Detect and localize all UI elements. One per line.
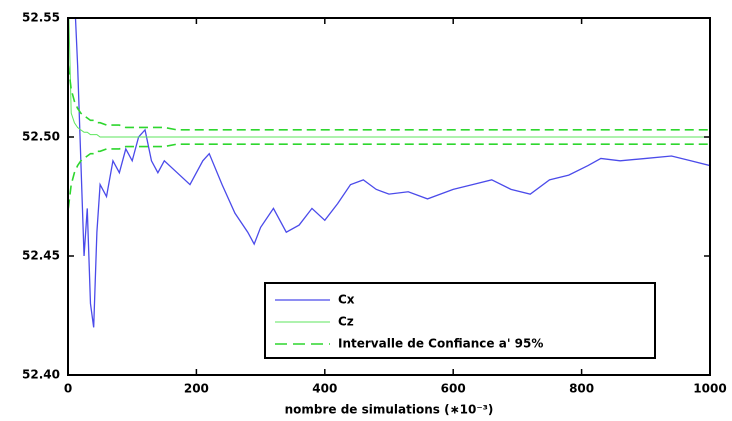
line-series bbox=[74, 18, 710, 328]
x-tick-label: 1000 bbox=[693, 382, 726, 396]
legend-label: Cx bbox=[338, 293, 355, 307]
line-series bbox=[68, 18, 710, 138]
line-series bbox=[68, 143, 710, 209]
y-tick-label: 52.45 bbox=[22, 249, 60, 263]
plot-area bbox=[68, 18, 710, 328]
x-tick-label: 800 bbox=[569, 382, 594, 396]
legend-label: Cz bbox=[338, 315, 354, 329]
plot-frame bbox=[67, 17, 711, 376]
x-tick-label: 200 bbox=[184, 382, 209, 396]
y-tick-label: 52.50 bbox=[22, 130, 60, 144]
x-tick-label: 400 bbox=[312, 382, 337, 396]
y-tick-label: 52.40 bbox=[22, 368, 60, 382]
line-series bbox=[68, 65, 710, 131]
legend-box bbox=[264, 282, 656, 359]
x-tick-label: 600 bbox=[441, 382, 466, 396]
y-tick-label: 52.55 bbox=[22, 11, 60, 25]
x-tick-label: 0 bbox=[64, 382, 72, 396]
legend-label: Intervalle de Confiance a' 95% bbox=[338, 337, 543, 351]
x-axis-label: nombre de simulations (∗10⁻³) bbox=[285, 403, 494, 417]
